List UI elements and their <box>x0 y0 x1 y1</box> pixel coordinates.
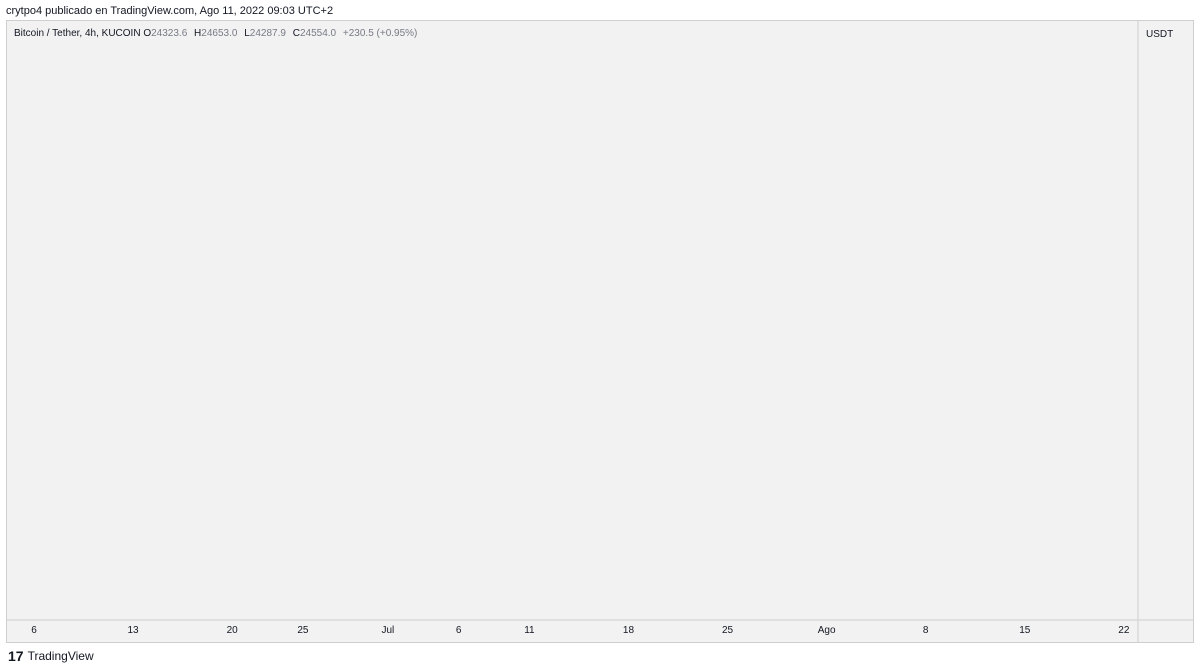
x-tick-label: 11 <box>524 625 535 636</box>
tradingview-logo-icon: 17 <box>8 648 24 664</box>
x-tick-label: 18 <box>623 625 635 636</box>
x-tick-label: 22 <box>1118 625 1130 636</box>
x-tick-label: Jul <box>381 625 394 636</box>
x-tick-label: 20 <box>227 625 239 636</box>
currency-label: USDT <box>1146 29 1173 40</box>
x-tick-label: Ago <box>818 625 836 636</box>
legend-o-label: O <box>143 28 152 39</box>
legend-l-value: 24287.9 <box>249 28 286 39</box>
symbol-legend: Bitcoin / Tether, 4h, KUCOIN O24323.6 H2… <box>14 28 417 39</box>
x-tick-label: 15 <box>1019 625 1031 636</box>
x-tick-label: 25 <box>722 625 734 636</box>
x-tick-label: 6 <box>31 625 37 636</box>
chart-frame <box>6 20 1194 643</box>
legend-h-label: H <box>194 28 202 39</box>
x-tick-label: 6 <box>456 625 462 636</box>
legend-o-value: 24323.6 <box>151 28 188 39</box>
publish-header: crytpo4 publicado en TradingView.com, Ag… <box>6 5 334 17</box>
legend-symbol: Bitcoin / Tether, 4h, KUCOIN <box>14 28 141 39</box>
x-tick-label: 8 <box>923 625 929 636</box>
footer-brand-name: TradingView <box>27 649 94 663</box>
legend-l-label: L <box>244 28 250 39</box>
x-tick-label: 13 <box>128 625 140 636</box>
legend-c-value: 24554.0 <box>299 28 337 39</box>
legend-c-label: C <box>292 28 300 39</box>
x-tick-label: 25 <box>297 625 309 636</box>
legend-h-value: 24653.0 <box>201 28 238 39</box>
footer-brand: 17 TradingView <box>8 648 94 664</box>
legend-change: +230.5 (+0.95%) <box>342 28 418 39</box>
